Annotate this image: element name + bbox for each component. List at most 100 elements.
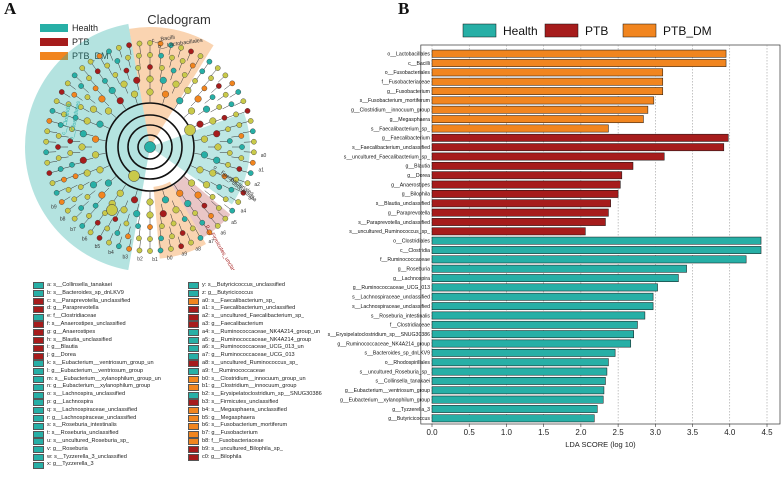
x-tick-label: 3.5 [687,428,699,437]
taxon-node [104,107,112,115]
taxon-node [112,72,119,78]
taxon-node [206,229,213,236]
bar-label: s__Lachnospiraceae_unclassified [352,304,430,310]
taxon-node [206,58,213,65]
taxon-node [136,52,142,59]
key-swatch [188,321,199,329]
bar-label: g__Clostridium__innocuum_group [351,108,430,114]
taxon-node [92,151,100,159]
key-swatch [188,446,199,454]
outer-code-label: a3 [248,196,254,202]
key-text: c: s__Paraprevotella_unclassified [47,297,131,304]
key-row: d: g__Paraprevotella [33,305,173,313]
bar [431,59,727,67]
taxon-node [112,216,119,222]
taxon-node [222,91,229,98]
taxon-node [201,85,208,92]
bar [431,143,725,152]
taxon-node [168,42,174,48]
bar [431,218,606,226]
key-row: k: s__Eubacterium__ventriosum_group_un [33,360,173,368]
taxon-node [216,184,223,190]
key-row: a1: s__Faecalibacterium_unclassified [188,305,338,313]
bar [431,395,604,404]
bar [431,124,609,133]
taxon-node [46,170,53,176]
taxon-node [94,219,101,226]
outer-code-label: a8 [195,246,201,252]
key-row: g: g__Anaerostipes [33,329,173,337]
taxon-node [209,94,216,100]
key-node [184,124,196,136]
taxon-node [43,149,49,156]
key-text: a2: s__uncultured_Faecalibacterium_sp_ [202,313,305,320]
key-node [128,170,140,182]
key-text: r: g__Lachnospiraceae_unclassified [47,414,137,421]
key-text: b7: g__Fusobacterium [202,430,258,437]
taxon-node [188,179,196,187]
key-text: s: s__Roseburia_intestinalis [47,422,117,429]
outer-code-label: a4 [241,208,247,214]
key-swatch [33,329,44,337]
key-row: x: g__Tyzzerella_3 [33,461,173,469]
taxon-node [172,80,180,88]
taxon-node [208,213,214,219]
key-row: a3: g__Faecalibacterium [188,321,338,329]
taxon-node [238,133,245,139]
taxon-node [178,243,184,250]
taxon-node [116,44,122,51]
taxon-node [77,104,84,110]
taxon-node [123,67,130,74]
key-row: c: s__Paraprevotella_unclassified [33,298,173,306]
taxon-node [196,120,204,128]
taxon-node [251,149,257,156]
taxon-node [147,40,153,46]
key-row: i: g__Blautia [33,344,173,352]
outer-code-label: b6 [82,236,88,242]
taxon-node [87,58,94,65]
bar [431,386,605,395]
key-swatch [33,383,44,391]
bar-label: f__Fusobacteriaceae [382,80,431,86]
taxon-node [53,98,60,104]
bar-label: s__Fusobacterium_mortiferum [360,98,430,104]
taxon-node [131,90,139,98]
bar [431,302,654,311]
outer-code-label: a6 [220,230,226,236]
taxon-node [157,40,164,47]
clade-label: c__Bacilli [151,35,175,44]
bar [431,77,664,86]
taxon-node [213,156,221,164]
bar-label: g__Eubacterium__ventriosum_group [345,388,430,394]
key-row: a4: s__Ruminococcaceae_NK4A214_group_un [188,329,338,337]
taxon-node [178,44,184,51]
key-swatch [188,391,199,399]
taxon-node [238,155,245,161]
x-tick-label: 3.0 [650,428,662,437]
key-swatch [33,313,44,321]
taxon-node [71,72,78,79]
taxon-node [192,210,198,216]
key-text: v: g__Roseburia [47,445,88,452]
bar [431,133,729,142]
taxon-node [84,194,91,200]
key-text: a3: g__Faecalibacterium [202,320,264,327]
bar-label: o__Rhodospirillales [385,360,431,366]
key-text: g: g__Anaerostipes [47,328,96,335]
key-row: b1: g__Clostridium__innocuum_group [188,383,338,391]
key-text: b5: g__Megasphaera [202,414,255,421]
key-row: c0: g__Bilophila [188,454,338,462]
bar-label: o__Lactobacillales [387,51,430,57]
bar [431,311,646,320]
taxon-node [114,58,121,64]
x-tick-label: 0.0 [426,428,438,437]
legend-swatch [544,23,579,38]
outer-code-label: a9 [181,252,187,258]
bar-label: c__Bacilli [408,61,430,67]
bar [431,339,632,348]
bar-label: g__Megasphaera [390,117,430,123]
taxon-node [92,202,99,209]
bar-label: s__Roseburia_intestinalis [371,313,431,319]
taxon-node [46,118,53,124]
